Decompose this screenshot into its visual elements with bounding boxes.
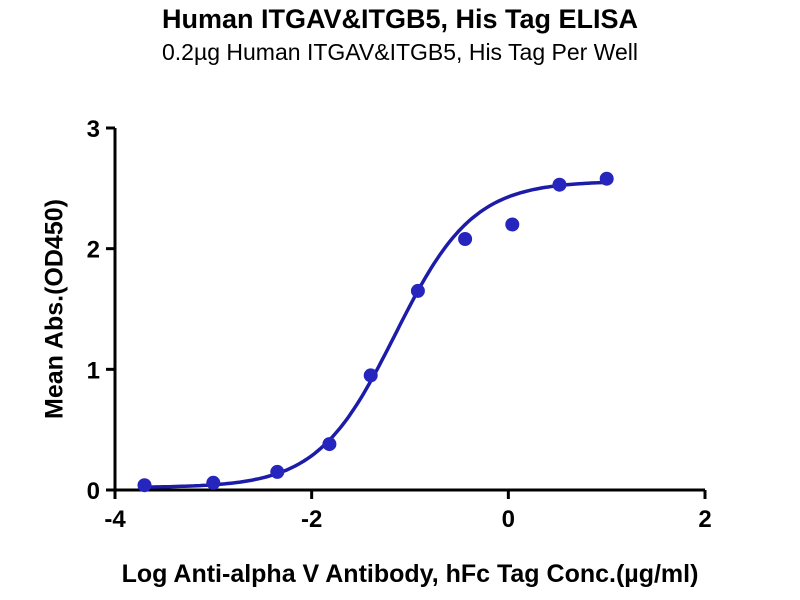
data-point: [410, 283, 425, 298]
data-point: [206, 475, 221, 490]
x-axis-label: Log Anti-alpha V Antibody, hFc Tag Conc.…: [121, 560, 699, 588]
x-tick-label: 0: [502, 506, 515, 533]
data-point: [458, 232, 473, 246]
data-point: [505, 217, 520, 232]
chart-title: Human ITGAV&ITGB5, His Tag ELISA: [161, 4, 639, 34]
data-point: [137, 478, 152, 493]
y-tick-label: 3: [87, 116, 100, 143]
data-point: [363, 368, 378, 383]
x-tick-label: -2: [301, 506, 322, 533]
data-point: [552, 177, 567, 192]
y-tick-label: 0: [87, 478, 100, 505]
x-tick-label: -4: [104, 506, 126, 533]
x-tick-label: 2: [698, 506, 711, 533]
y-tick-label: 2: [87, 237, 100, 264]
fit-curve: [142, 180, 609, 489]
data-point: [270, 464, 285, 479]
data-point: [322, 437, 337, 452]
chart-subtitle: 0.2µg Human ITGAV&ITGB5, His Tag Per Wel…: [162, 39, 638, 65]
y-tick-label: 1: [87, 357, 100, 384]
data-point: [599, 171, 614, 186]
y-axis-label: Mean Abs.(OD450): [40, 199, 69, 419]
